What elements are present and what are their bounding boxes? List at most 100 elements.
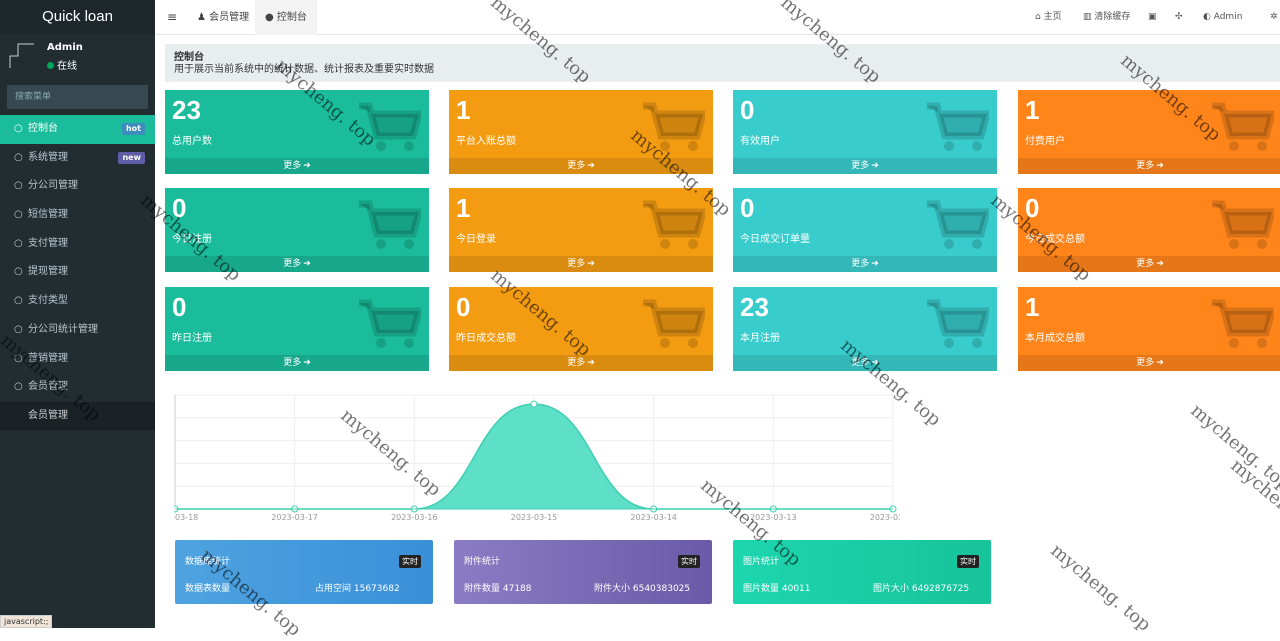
stat-more[interactable]: 更多 ➔ — [165, 256, 429, 272]
card-badge: 实时 — [957, 555, 979, 568]
header-subtitle: 用于展示当前系统中的统计数据、统计报表及重要实时数据 — [174, 64, 434, 75]
stat-value: 0 — [172, 292, 187, 322]
more-label: 更多 — [1136, 358, 1155, 368]
stat-more[interactable]: 更多 ➔ — [733, 158, 997, 174]
stat-more[interactable]: 更多 ➔ — [165, 158, 429, 174]
menu-toggle[interactable]: ≡ — [167, 10, 178, 24]
cart-icon — [643, 200, 705, 249]
top-link[interactable]: ◐ Admin — [1203, 12, 1243, 22]
cart-icon — [359, 200, 421, 249]
area — [175, 404, 893, 509]
top-link[interactable]: ▥ 清除缓存 — [1083, 12, 1131, 22]
stat-more[interactable]: 更多 ➔ — [165, 355, 429, 371]
menu-item[interactable]: 会员管理 — [0, 373, 155, 402]
stat-label: 今日注册 — [172, 234, 212, 245]
tab[interactable]: ♟ 会员管理 — [197, 12, 250, 23]
x-tick-label: 2023-03-12 — [870, 513, 900, 522]
menu-item[interactable]: 控制台 hot — [0, 115, 155, 144]
more-label: 更多 — [851, 259, 870, 269]
brand[interactable]: Quick loan — [0, 0, 155, 34]
menu-label: 系统管理 — [28, 151, 68, 163]
menu-label: 会员管理 — [28, 381, 68, 393]
page: Quick loan Admin 在线 搜索菜单 控制台 hot 系统管理 new 分公… — [0, 0, 1280, 628]
stat-label: 本月成交总额 — [1025, 333, 1085, 344]
more-icon: ➔ — [587, 259, 595, 269]
top-link[interactable]: ✲ — [1270, 12, 1278, 22]
more-label: 更多 — [283, 259, 302, 269]
card-item: 图片大小 6492876725 — [873, 584, 970, 594]
menu-item[interactable]: 营销管理 — [0, 345, 155, 374]
stat-more[interactable]: 更多 ➔ — [449, 355, 713, 371]
menu-item[interactable]: 分公司管理 — [0, 172, 155, 201]
search-box[interactable]: 搜索菜单 — [7, 85, 148, 109]
info-card: 附件统计 实时 附件数量 47188 附件大小 6540383025 — [454, 540, 712, 604]
user-status: 在线 — [47, 57, 77, 72]
top-link[interactable]: ⌂ 主页 — [1035, 12, 1062, 22]
more-icon: ➔ — [303, 259, 311, 269]
top-link[interactable]: ▣ — [1148, 12, 1157, 22]
stat-box: 1 本月成交总额 更多 ➔ — [1018, 287, 1280, 371]
stat-more[interactable]: 更多 ➔ — [1018, 256, 1280, 272]
tab[interactable]: ● 控制台 — [255, 0, 317, 35]
cart-icon — [359, 102, 421, 151]
menu-item[interactable]: 短信管理 — [0, 201, 155, 230]
card-title: 附件统计 — [464, 557, 501, 567]
point — [530, 400, 538, 408]
stat-box: 0 昨日成交总额 更多 ➔ — [449, 287, 713, 371]
stat-value: 1 — [1025, 95, 1040, 125]
menu-item[interactable]: 系统管理 new — [0, 144, 155, 173]
menu-item[interactable]: 支付管理 — [0, 230, 155, 259]
menu: 控制台 hot 系统管理 new 分公司管理短信管理支付管理提现管理支付类型分公司统计管… — [0, 115, 155, 430]
stat-box: 0 昨日注册 更多 ➔ — [165, 287, 429, 371]
cart-icon — [1212, 200, 1274, 249]
stat-box: 0 今日成交订单量 更多 ➔ — [733, 188, 997, 272]
menu-label: 支付管理 — [28, 237, 68, 249]
header-title: 控制台 — [174, 52, 204, 63]
avatar — [9, 43, 34, 68]
stat-box: 0 有效用户 更多 ➔ — [733, 90, 997, 174]
stat-box: 23 总用户数 更多 ➔ — [165, 90, 429, 174]
card-badge: 实时 — [678, 555, 700, 568]
more-icon: ➔ — [871, 259, 879, 269]
stat-box: 1 今日登录 更多 ➔ — [449, 188, 713, 272]
stat-label: 付费用户 — [1025, 136, 1065, 147]
stat-more[interactable]: 更多 ➔ — [449, 256, 713, 272]
more-icon: ➔ — [1156, 259, 1164, 269]
stat-more[interactable]: 更多 ➔ — [733, 355, 997, 371]
menu-item[interactable]: 提现管理 — [0, 258, 155, 287]
stat-box: 0 今日注册 更多 ➔ — [165, 188, 429, 272]
link-label: 清除缓存 — [1094, 12, 1131, 22]
submenu-item[interactable]: 会员管理 — [0, 401, 155, 430]
stat-more[interactable]: 更多 ➔ — [733, 256, 997, 272]
stat-box: 1 平台入账总额 更多 ➔ — [449, 90, 713, 174]
stat-label: 本月注册 — [740, 333, 780, 344]
stat-value: 23 — [740, 292, 769, 322]
menu-label: 提现管理 — [28, 266, 68, 278]
top-link[interactable]: ✣ — [1175, 12, 1183, 22]
stat-value: 0 — [1025, 193, 1040, 223]
more-label: 更多 — [851, 161, 870, 171]
more-icon: ➔ — [1156, 358, 1164, 368]
card-item: 图片数量 40011 — [743, 584, 811, 594]
topbar: ≡ ♟ 会员管理 ● 控制台 ⌂ 主页 ▥ 清除缓存 ▣ ✣ ◐ Admin ✲ — [155, 0, 1280, 35]
stat-more[interactable]: 更多 ➔ — [1018, 355, 1280, 371]
stat-more[interactable]: 更多 ➔ — [1018, 158, 1280, 174]
card-title: 数据库统计 — [185, 557, 231, 567]
card-item: 占用空间 15673682 — [315, 584, 400, 594]
stat-more[interactable]: 更多 ➔ — [449, 158, 713, 174]
status-bar: javascript:; — [0, 615, 53, 628]
menu-badge: hot — [121, 123, 145, 135]
stat-label: 今日登录 — [456, 234, 496, 245]
menu-item[interactable]: 分公司统计管理 — [0, 316, 155, 345]
x-tick-label: 2023-03-13 — [750, 513, 797, 522]
more-label: 更多 — [283, 358, 302, 368]
stat-value: 0 — [740, 193, 755, 223]
link-label: Admin — [1213, 12, 1243, 22]
more-label: 更多 — [567, 161, 586, 171]
stat-box: 1 付费用户更多 ➔ — [1018, 90, 1280, 174]
x-tick-label: 2023-03-17 — [271, 513, 318, 522]
menu-item[interactable]: 支付类型 — [0, 287, 155, 316]
tab-label: 控制台 — [276, 12, 307, 23]
cart-icon — [927, 299, 989, 348]
menu-label: 控制台 — [28, 123, 58, 134]
